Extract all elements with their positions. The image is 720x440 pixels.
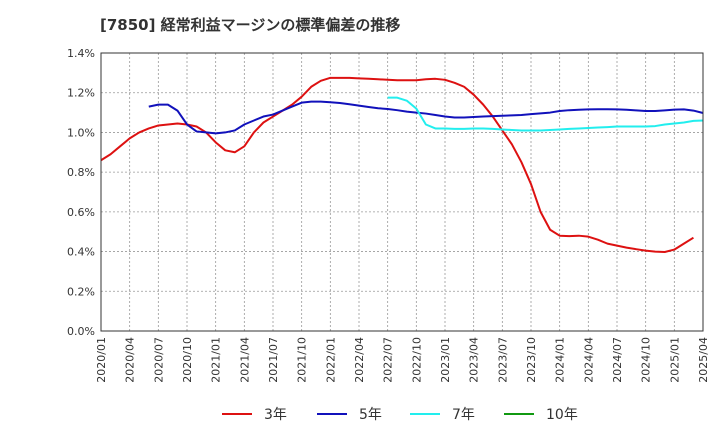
x-tick-label: 2024/04: [582, 337, 595, 383]
x-tick-label: 2020/04: [124, 337, 137, 383]
x-tick-label: 2024/01: [554, 337, 567, 383]
x-tick-label: 2024/10: [640, 337, 653, 383]
x-tick-label: 2021/10: [296, 337, 309, 383]
x-tick-label: 2022/01: [324, 337, 337, 383]
legend: 3年 5年 7年 10年: [222, 407, 578, 423]
x-tick-label: 2022/04: [353, 337, 366, 383]
x-tick-label: 2021/07: [267, 337, 280, 383]
x-tick-label: 2023/07: [496, 337, 509, 383]
series-line-5年: [148, 100, 704, 135]
y-tick-label: 0.6%: [67, 206, 95, 219]
y-tick-label: 0.0%: [67, 325, 95, 338]
x-axis-ticks: 2020/01 2020/04 2020/07 2020/10 2021/01 2021/…: [95, 337, 710, 383]
y-tick-label: 0.8%: [67, 166, 95, 179]
x-tick-label: 2024/07: [611, 337, 624, 383]
y-tick-label: 0.2%: [67, 285, 95, 298]
legend-label: 10年: [546, 407, 578, 423]
y-tick-label: 1.4%: [67, 47, 95, 60]
plot-area: [101, 53, 703, 331]
series-line-7年: [387, 96, 704, 132]
legend-label: 5年: [359, 407, 382, 423]
x-tick-label: 2022/10: [410, 337, 423, 383]
x-tick-label: 2023/10: [525, 337, 538, 383]
y-tick-label: 1.2%: [67, 87, 95, 100]
x-tick-label: 2023/04: [468, 337, 481, 383]
x-tick-label: 2022/07: [382, 337, 395, 383]
y-axis-ticks: 0.0% 0.2% 0.4% 0.6% 0.8% 1.0% 1.2% 1.4%: [67, 47, 95, 338]
x-tick-label: 2021/01: [210, 337, 223, 383]
series-line-3年: [100, 76, 694, 253]
x-tick-label: 2021/04: [238, 337, 251, 383]
series-lines: [100, 76, 704, 253]
y-tick-label: 0.4%: [67, 246, 95, 259]
x-tick-label: 2020/07: [152, 337, 165, 383]
legend-label: 3年: [264, 407, 287, 423]
legend-label: 7年: [452, 407, 475, 423]
plot-frame: [100, 52, 704, 332]
x-tick-label: 2025/04: [697, 337, 710, 383]
x-tick-label: 2025/01: [668, 337, 681, 383]
y-tick-label: 1.0%: [67, 126, 95, 139]
x-tick-label: 2023/01: [439, 337, 452, 383]
chart-title: [7850] 経常利益マージンの標準偏差の推移: [100, 16, 401, 34]
x-tick-label: 2020/01: [95, 337, 108, 383]
x-tick-label: 2020/10: [181, 337, 194, 383]
